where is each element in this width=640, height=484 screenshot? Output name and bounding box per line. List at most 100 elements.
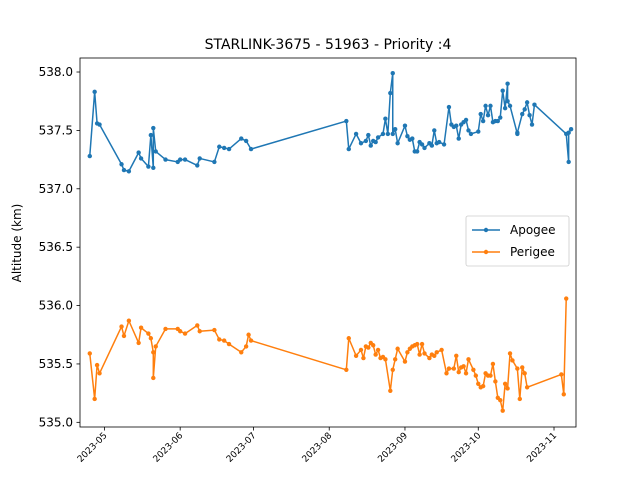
y-tick-label: 538.0 [39, 65, 73, 79]
perigee-data-point [502, 381, 508, 386]
perigee-data-point [561, 392, 566, 397]
apogee-data-point [468, 131, 474, 137]
apogee-data-point [380, 131, 386, 137]
perigee-data-point [505, 386, 510, 391]
apogee-data-point [151, 125, 156, 131]
perigee-data-point [427, 355, 432, 361]
perigee-data-point [226, 341, 232, 347]
apogee-data-point [146, 164, 151, 169]
perigee-data-point [473, 373, 479, 378]
perigee-data-point [151, 350, 156, 355]
apogee-data-point [498, 115, 503, 120]
apogee-data-point [97, 122, 102, 127]
perigee-data-point [119, 324, 124, 329]
perigee-data-point [434, 350, 439, 355]
apogee-data-point [476, 129, 481, 134]
perigee-data-point [454, 353, 459, 358]
perigee-data-point [439, 347, 444, 353]
legend: Apogee Perigee [465, 215, 570, 267]
y-axis-label: Altitude (km) [10, 204, 24, 283]
perigee-data-point [371, 343, 376, 348]
apogee-data-point [436, 139, 442, 145]
apogee-data-point [515, 130, 520, 135]
apogee-data-point [520, 111, 525, 117]
apogee-data-point [446, 104, 452, 110]
perigee-data-point [461, 364, 466, 369]
y-tick-label: 537.5 [39, 123, 73, 137]
perigee-data-point [97, 371, 102, 376]
apogee-data-point [358, 141, 364, 146]
perigee-data-point [520, 365, 525, 370]
apogee-data-point [532, 102, 537, 107]
apogee-data-point [366, 132, 371, 138]
perigee-data-point [346, 336, 351, 341]
perigee-data-point [522, 371, 527, 376]
apogee-data-point [392, 127, 398, 132]
perigee-data-point [163, 326, 168, 332]
perigee-data-point [490, 361, 496, 367]
perigee-data-point [87, 351, 92, 356]
perigee-data-point [248, 338, 254, 343]
perigee-data-point [446, 366, 452, 371]
perigee-data-point [197, 329, 202, 334]
apogee-data-point [151, 165, 156, 170]
perigee-data-point [126, 318, 132, 323]
apogee-data-point [375, 135, 381, 140]
perigee-data-point [524, 385, 530, 390]
perigee-data-point [463, 371, 469, 376]
apogee-data-point [163, 157, 168, 162]
perigee-data-point [392, 357, 398, 362]
perigee-legend-marker [483, 249, 489, 255]
perigee-legend-label: Perigee [510, 245, 555, 259]
legend-box [465, 215, 570, 267]
perigee-data-point [373, 352, 378, 357]
perigee-data-point [182, 331, 188, 336]
perigee-data-point [221, 338, 227, 343]
apogee-data-point [136, 150, 141, 155]
perigee-data-point [417, 352, 422, 357]
apogee-data-point [566, 159, 571, 165]
perigee-data-point [451, 366, 457, 371]
apogee-data-point [390, 131, 395, 137]
apogee-data-point [177, 157, 183, 162]
perigee-data-point [395, 346, 400, 351]
apogee-data-point [195, 163, 200, 168]
apogee-data-point [153, 149, 158, 154]
apogee-legend-marker [483, 227, 489, 233]
apogee-data-point [529, 122, 535, 127]
perigee-data-point [466, 357, 471, 362]
apogee-data-point [182, 157, 188, 162]
apogee-legend-label: Apogee [510, 223, 556, 237]
perigee-data-point [444, 371, 449, 376]
perigee-data-point [480, 383, 486, 389]
apogee-data-point [485, 113, 491, 118]
apogee-data-point [217, 144, 222, 149]
perigee-data-point [243, 344, 249, 349]
perigee-data-point [121, 333, 127, 339]
apogee-data-point [568, 127, 574, 132]
perigee-data-point [515, 366, 520, 371]
apogee-data-point [138, 156, 144, 161]
apogee-data-point [414, 149, 420, 154]
apogee-data-point [388, 90, 393, 96]
perigee-data-point [246, 332, 251, 337]
apogee-data-point [221, 145, 227, 151]
perigee-data-point [507, 351, 513, 356]
y-tick-label: 536.5 [39, 240, 73, 254]
apogee-data-point [432, 128, 437, 133]
perigee-data-point [94, 362, 100, 368]
apogee-data-point [483, 103, 488, 109]
perigee-data-point [517, 396, 522, 402]
apogee-data-point [410, 136, 415, 141]
perigee-data-point [422, 351, 427, 356]
apogee-data-point [212, 159, 217, 165]
perigee-data-point [488, 373, 493, 378]
perigee-data-point [177, 329, 183, 334]
perigee-data-point [405, 350, 410, 355]
apogee-data-point [126, 169, 132, 174]
y-tick-label: 536.0 [39, 299, 73, 313]
perigee-data-point [390, 367, 395, 372]
perigee-data-point [432, 353, 437, 358]
